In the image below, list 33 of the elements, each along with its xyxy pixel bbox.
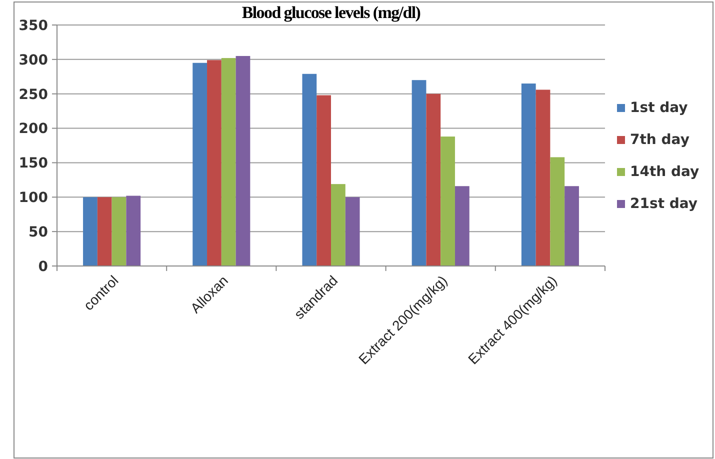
- y-tick-label: 150: [18, 156, 48, 172]
- y-tick-label: 350: [18, 18, 48, 34]
- legend-label: 1st day: [630, 100, 688, 116]
- bar: [536, 90, 550, 266]
- bar: [112, 197, 126, 266]
- bar: [550, 157, 565, 266]
- bar: [236, 56, 250, 266]
- y-tick-label: 200: [18, 121, 48, 138]
- bar: [192, 62, 208, 266]
- bar: [207, 60, 222, 266]
- bar: [454, 186, 470, 266]
- bar: [564, 186, 579, 266]
- y-tick-label: 0: [38, 258, 48, 275]
- bar: [440, 136, 455, 266]
- bar: [331, 184, 346, 266]
- legend-label: 14th day: [630, 164, 700, 180]
- bar: [83, 197, 98, 266]
- bar: [316, 95, 331, 266]
- legend-label: 21st day: [630, 196, 698, 212]
- bar: [345, 197, 360, 266]
- bar: [521, 84, 536, 266]
- bar: [97, 197, 112, 266]
- y-tick-label: 300: [18, 52, 48, 68]
- y-tick-label: 250: [18, 86, 48, 103]
- chart-title: Blood glucose levels (mg/dl): [242, 3, 420, 22]
- y-tick-label: 100: [18, 190, 48, 206]
- legend-label: 7th day: [630, 132, 690, 148]
- bar: [302, 74, 317, 266]
- bar: [412, 80, 426, 266]
- bar: [126, 196, 141, 266]
- bar: [426, 94, 441, 266]
- bar: [221, 58, 236, 266]
- y-tick-label: 50: [28, 224, 48, 240]
